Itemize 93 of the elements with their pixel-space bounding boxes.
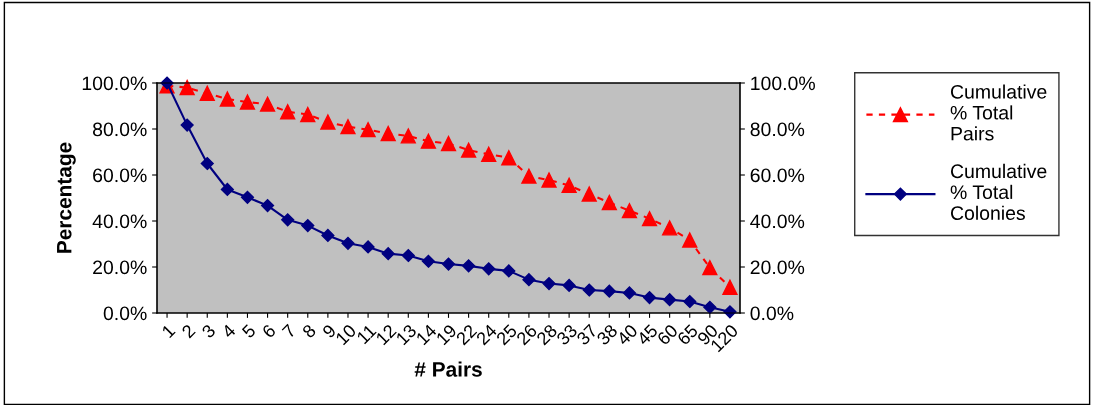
point (340, 119, 356, 135)
point (481, 146, 497, 162)
point (240, 190, 255, 204)
x-tick-label: 45 (636, 323, 659, 347)
point (280, 104, 296, 120)
x-tick-label: 10 (335, 323, 357, 346)
point (421, 254, 435, 268)
point (581, 186, 597, 202)
point (562, 278, 576, 292)
point (281, 213, 295, 227)
point (360, 122, 376, 138)
point (502, 264, 516, 278)
y-tick-label: 20.0% (93, 260, 147, 275)
y2-tick-label: 0.0% (750, 306, 794, 321)
point (219, 91, 236, 107)
point (381, 247, 395, 261)
point (179, 79, 195, 96)
x-tick-label: 7 (281, 323, 297, 339)
x-axis-title: # Pairs (414, 361, 482, 377)
point (440, 135, 457, 152)
x-tick-label: 19 (435, 323, 458, 346)
point (401, 248, 415, 263)
y2-tick-label: 100.0% (751, 76, 815, 91)
x-tick-label: 3 (200, 323, 217, 339)
point (259, 96, 276, 112)
x-tick-label: 26 (515, 323, 538, 346)
point (541, 172, 557, 188)
x-tick-label: 4 (221, 323, 237, 339)
x-tick-label: 40 (615, 323, 639, 347)
point (341, 236, 355, 250)
point (301, 219, 315, 233)
point (602, 284, 616, 298)
point (542, 276, 556, 291)
x-tick-label: 60 (656, 323, 679, 346)
point (561, 177, 577, 193)
point (663, 293, 677, 307)
y2-tick-label: 20.0% (750, 260, 805, 275)
point (460, 142, 477, 158)
point (702, 260, 718, 276)
point (601, 194, 617, 211)
y2-tick-label: 40.0% (750, 214, 805, 229)
point (320, 114, 336, 130)
x-tick-label: 14 (415, 323, 438, 346)
point (683, 294, 697, 309)
point (300, 106, 316, 123)
x-tick-label: 22 (455, 323, 478, 346)
point (661, 220, 678, 236)
point (703, 300, 717, 314)
x-tick-label: 11 (356, 323, 377, 345)
point (641, 211, 658, 227)
point (260, 199, 275, 213)
point (180, 118, 194, 132)
point (361, 240, 375, 254)
point (220, 182, 234, 197)
point (462, 259, 476, 273)
y2-tick-label: 80.0% (750, 122, 805, 137)
y-tick-label: 60.0% (93, 168, 147, 183)
y-tick-label: 40.0% (92, 214, 147, 229)
y-tick-label: 80.0% (92, 122, 147, 137)
point (380, 125, 396, 142)
point (321, 228, 335, 243)
x-tick-label: 8 (301, 323, 317, 339)
x-tick-label: 2 (181, 323, 196, 339)
x-tick-label: 28 (535, 323, 558, 346)
y-axis-title: Percentage (57, 142, 76, 253)
x-tick-label: 6 (261, 323, 277, 339)
point (482, 262, 496, 276)
point (722, 279, 738, 295)
point (199, 85, 215, 101)
legend-label: Cumulative % Total Colonies (950, 163, 1047, 221)
point (400, 128, 416, 144)
x-tick-label: 65 (676, 323, 699, 346)
x-tick-label: 9 (321, 323, 337, 339)
point (622, 286, 637, 300)
point (522, 273, 536, 287)
x-tick-label: 37 (575, 323, 598, 346)
point (200, 156, 214, 171)
x-tick-label: 5 (241, 323, 257, 339)
y-tick-label: 100.0% (82, 76, 147, 91)
point (501, 150, 517, 166)
point (582, 283, 596, 297)
legend-label: Cumulative % Total Pairs (950, 84, 1047, 141)
point (621, 203, 638, 219)
point (420, 133, 437, 149)
point (441, 257, 456, 271)
x-tick-label: 25 (495, 323, 518, 346)
point (682, 232, 698, 248)
point (642, 291, 657, 305)
y2-tick-label: 60.0% (750, 168, 805, 183)
y-tick-label: 0.0% (103, 306, 147, 321)
point (239, 94, 256, 110)
x-tick-label: 1 (161, 323, 176, 339)
point (521, 168, 537, 184)
